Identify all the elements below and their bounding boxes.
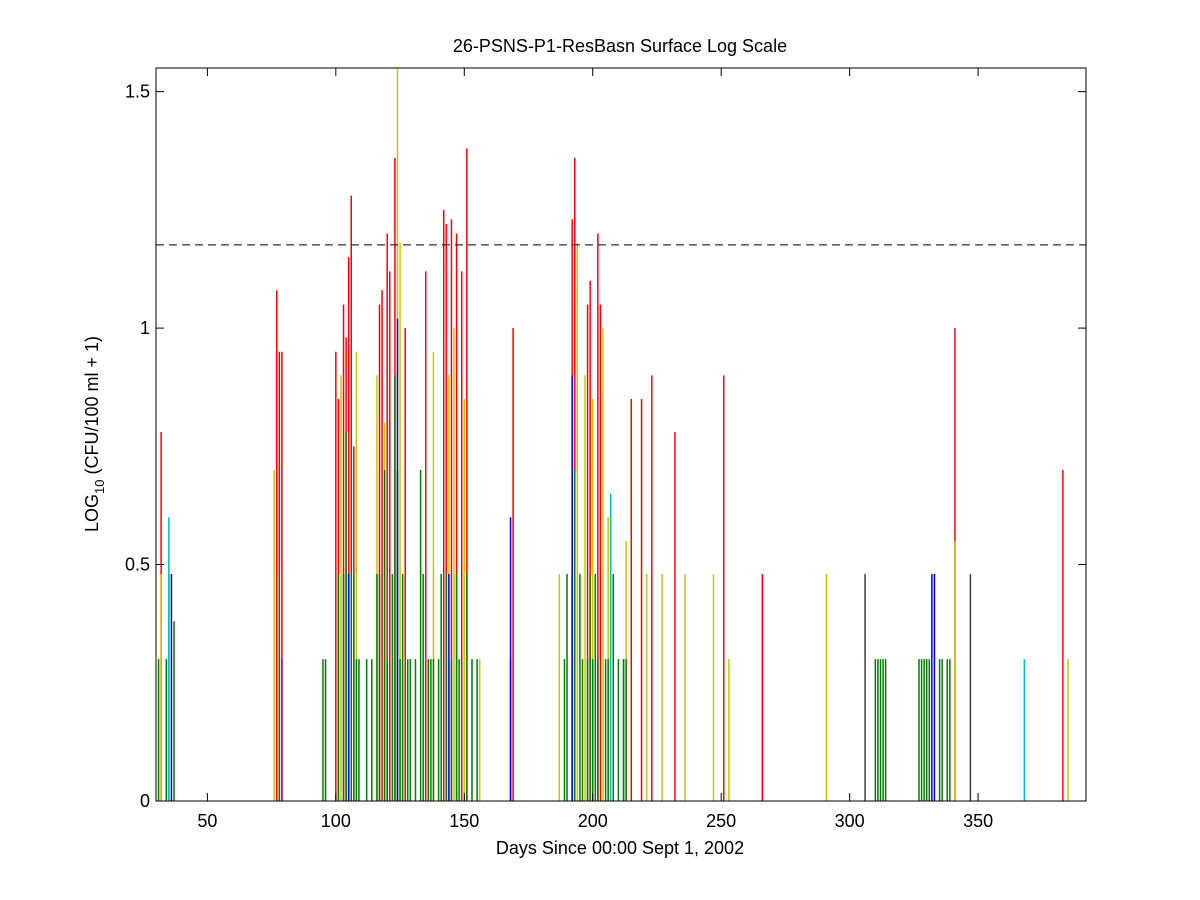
bars-layer — [157, 68, 1069, 801]
y-axis-label-rest: (CFU/100 ml + 1) — [82, 336, 102, 480]
y-axis-ticks: 0 0.5 1 1.5 — [125, 82, 1086, 811]
plot-frame — [155, 67, 1087, 802]
x-tick-label: 350 — [963, 811, 993, 831]
y-tick-label: 1 — [140, 318, 150, 338]
x-tick-label: 200 — [578, 811, 608, 831]
y-tick-label: 1.5 — [125, 82, 150, 102]
y-tick-label: 0 — [140, 791, 150, 811]
chart-title: 26-PSNS-P1-ResBasn Surface Log Scale — [453, 36, 787, 56]
x-tick-label: 100 — [321, 811, 351, 831]
x-tick-label: 250 — [706, 811, 736, 831]
x-axis-label: Days Since 00:00 Sept 1, 2002 — [496, 838, 744, 858]
y-axis-label-main: LOG — [82, 494, 102, 532]
x-tick-label: 300 — [835, 811, 865, 831]
y-axis-label-subscript: 10 — [92, 480, 107, 494]
y-axis-label: LOG10 (CFU/100 ml + 1) — [82, 336, 107, 532]
x-tick-label: 150 — [449, 811, 479, 831]
x-axis-ticks: 50 100 150 200 250 300 350 — [197, 68, 993, 831]
y-tick-label: 0.5 — [125, 555, 150, 575]
x-tick-label: 50 — [197, 811, 217, 831]
